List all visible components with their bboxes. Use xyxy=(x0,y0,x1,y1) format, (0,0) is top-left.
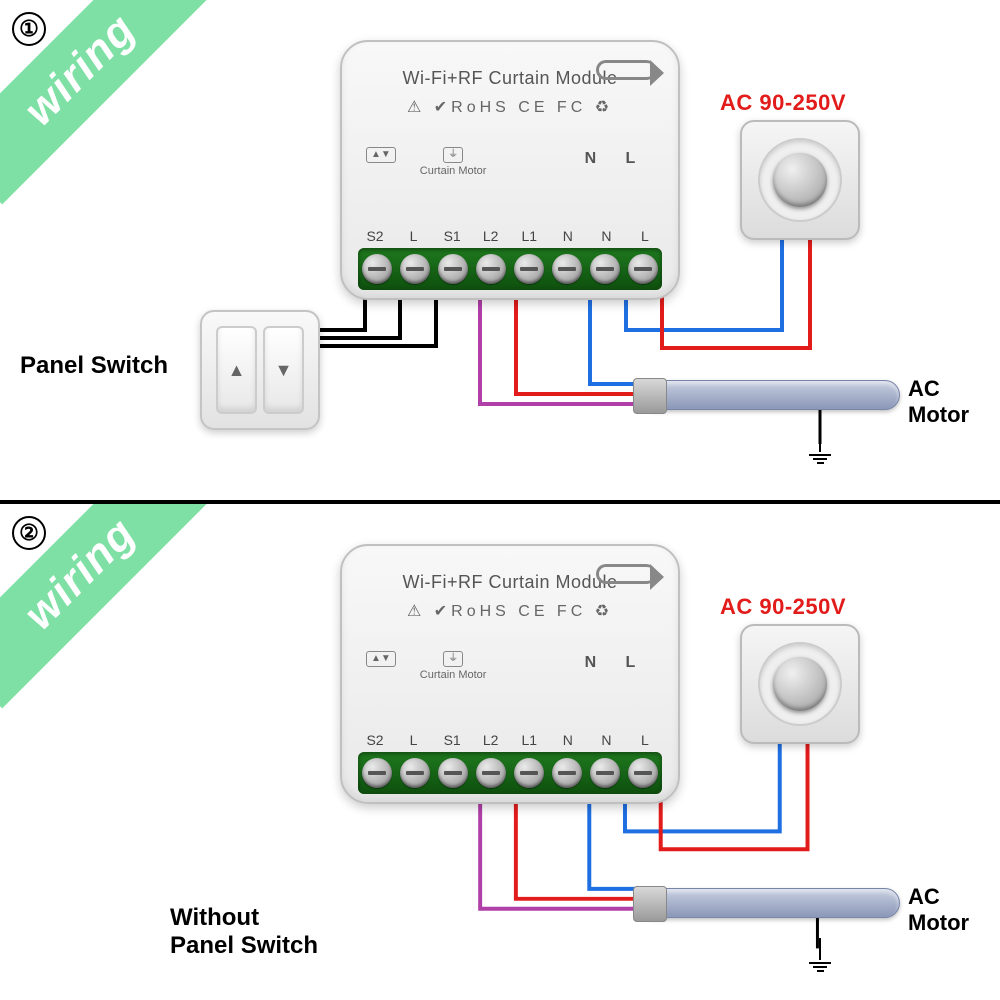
cert-icons: ⚠ ✔RoHS CE FC ♻ xyxy=(342,97,678,117)
ground-icon xyxy=(808,938,832,972)
diagram-number: ② xyxy=(12,516,46,550)
module-latch-icon xyxy=(596,60,656,80)
module-latch-icon xyxy=(596,564,656,584)
without-panel-switch-label: Without Panel Switch xyxy=(170,904,318,960)
diagram-number: ① xyxy=(12,12,46,46)
terminal-labels: S2L S1L2 L1N NL xyxy=(358,228,662,244)
ground-icon xyxy=(808,430,832,464)
panel-switch-label: Panel Switch xyxy=(20,352,168,380)
wiring-diagram-2: wiring ② Wi-Fi+RF Curtain Module ⚠ ✔RoHS… xyxy=(0,500,1000,1000)
ac-motor-label: AC Motor xyxy=(908,884,1000,936)
terminal-labels: S2L S1L2 L1N NL xyxy=(358,732,662,748)
rocker-down: ▼ xyxy=(263,326,304,414)
terminal-strip xyxy=(358,752,662,794)
power-outlet xyxy=(740,120,860,240)
ac-voltage-label: AC 90-250V xyxy=(720,90,846,116)
power-outlet xyxy=(740,624,860,744)
panel-switch: ▲ ▼ xyxy=(200,310,320,430)
cert-icons: ⚠ ✔RoHS CE FC ♻ xyxy=(342,601,678,621)
terminal-strip xyxy=(358,248,662,290)
rocker-up: ▲ xyxy=(216,326,257,414)
ac-voltage-label: AC 90-250V xyxy=(720,594,846,620)
wiring-diagram-1: wiring ① Wi-Fi+RF Curtain Module ⚠ ✔RoHS… xyxy=(0,0,1000,500)
ac-motor-label: AC Motor xyxy=(908,376,1000,428)
curtain-module: Wi-Fi+RF Curtain Module ⚠ ✔RoHS CE FC ♻ … xyxy=(340,544,680,804)
ac-motor xyxy=(640,888,900,918)
curtain-module: Wi-Fi+RF Curtain Module ⚠ ✔RoHS CE FC ♻ … xyxy=(340,40,680,300)
nl-header: NL xyxy=(570,654,650,672)
ac-motor xyxy=(640,380,900,410)
nl-header: NL xyxy=(570,150,650,168)
